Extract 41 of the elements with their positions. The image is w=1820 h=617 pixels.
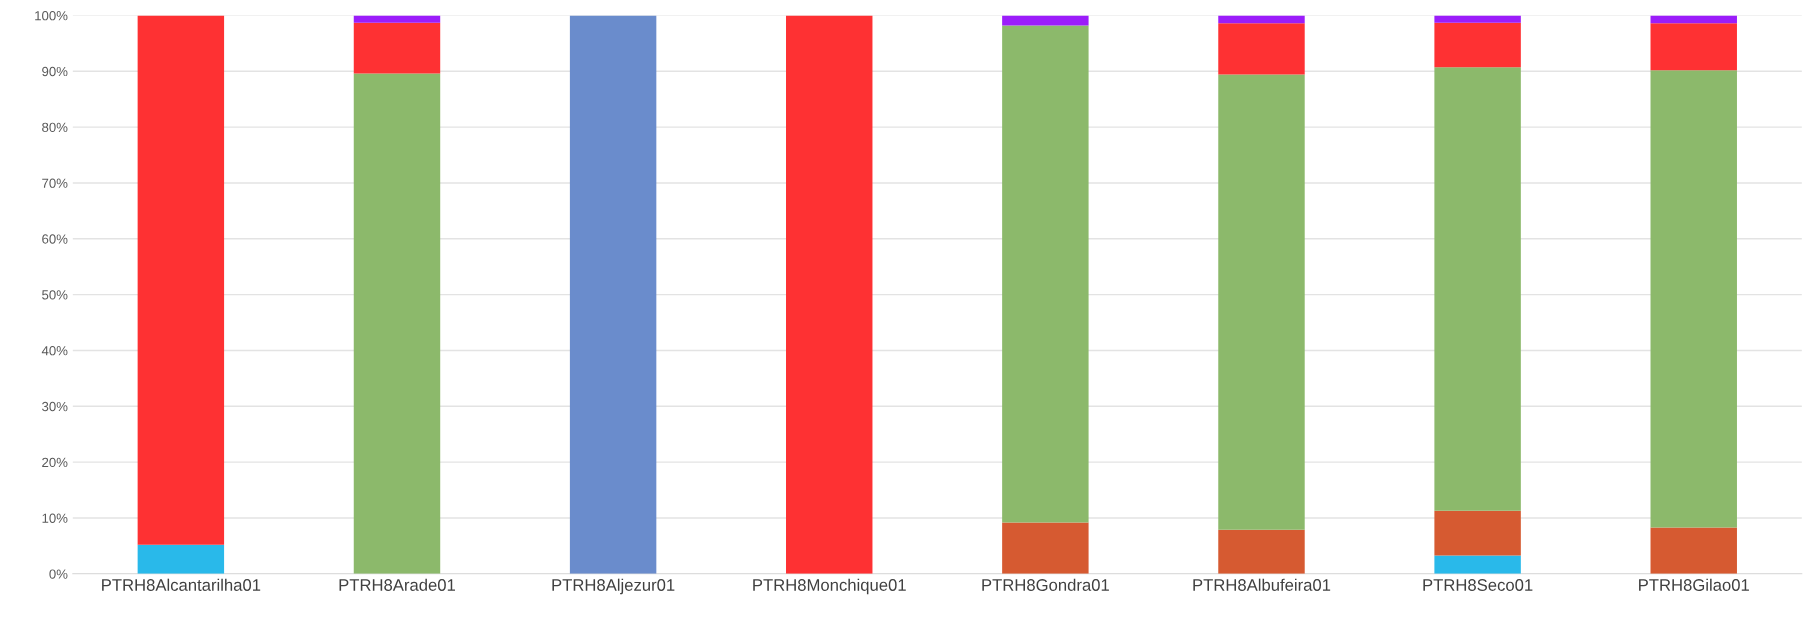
bar — [353, 22, 441, 74]
bar — [1434, 22, 1521, 68]
y-tick-label: 70% — [42, 178, 68, 188]
bar — [1434, 510, 1521, 556]
y-tick-label: 90% — [42, 66, 68, 77]
bar — [1002, 522, 1089, 574]
bar — [1434, 15, 1521, 23]
x-tick-label: PTRH8Alcantarilha01 — [102, 578, 261, 591]
bar — [1650, 527, 1737, 574]
bar — [1434, 67, 1521, 511]
bar — [137, 544, 225, 574]
x-tick-label: PTRH8Aljezur01 — [552, 578, 675, 595]
bar — [1434, 555, 1521, 574]
bar — [1650, 70, 1737, 528]
bar — [1650, 23, 1737, 71]
x-tick-label: PTRH8Seco01 — [1423, 579, 1533, 591]
y-tick-label: 30% — [42, 401, 68, 412]
y-tick-label: 80% — [42, 122, 68, 133]
bar — [786, 15, 873, 574]
bar — [137, 15, 225, 545]
y-tick-label: 60% — [42, 234, 68, 244]
y-tick-label: 50% — [42, 290, 68, 300]
x-tick-label: PTRH8Gilao01 — [1639, 578, 1749, 591]
bar — [1218, 15, 1305, 24]
x-tick-label: PTRH8Monchique01 — [753, 578, 906, 595]
x-tick-label: PTRH8Albufeira01 — [1193, 578, 1331, 591]
bar — [1218, 74, 1305, 530]
y-tick-label: 20% — [42, 457, 68, 468]
y-tick-label: 40% — [41, 346, 68, 356]
bar — [1002, 15, 1089, 26]
bar — [1218, 529, 1305, 574]
bar — [353, 15, 441, 23]
x-tick-label: PTRH8Gondra01 — [982, 578, 1109, 591]
bar — [353, 73, 441, 574]
bar — [1002, 25, 1089, 523]
bar — [1218, 23, 1305, 75]
y-tick-label: 100% — [35, 10, 68, 21]
y-tick-label: 0% — [49, 569, 68, 579]
x-tick-label: PTRH8Arade01 — [339, 578, 455, 591]
bar — [569, 15, 657, 574]
y-tick-label: 10% — [42, 513, 68, 523]
